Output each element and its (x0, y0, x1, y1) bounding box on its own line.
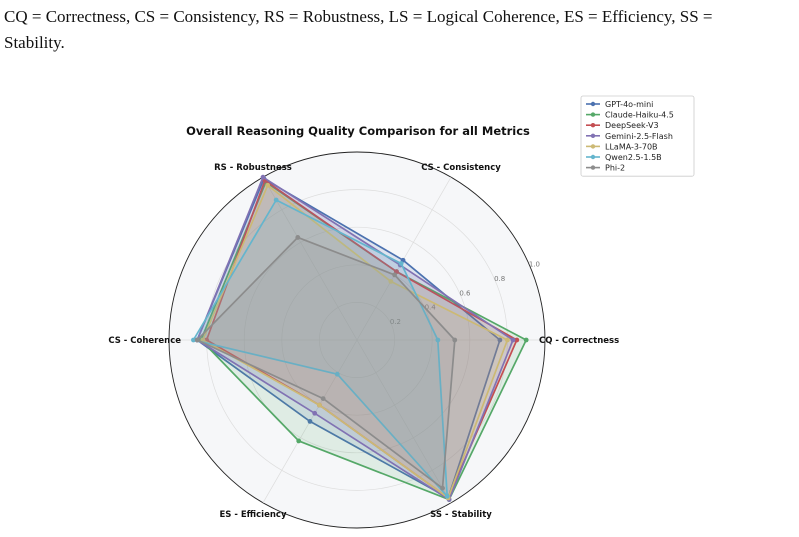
legend-label: Phi-2 (605, 164, 625, 173)
axis-label: CQ - Correctness (539, 336, 619, 346)
legend-label: Claude-Haiku-4.5 (605, 111, 674, 120)
series-point (510, 337, 516, 343)
legend-label: LLaMA-3-70B (605, 142, 658, 151)
radial-tick-label: 0.8 (494, 275, 505, 283)
legend-label: Gemini-2.5-Flash (605, 132, 673, 141)
series-point (514, 337, 520, 343)
series-layer (191, 174, 529, 502)
series-point (523, 337, 529, 343)
radial-tick-label: 0.6 (459, 289, 471, 297)
axis-label: CS - Consistency (421, 163, 501, 173)
legend-swatch-marker (590, 133, 596, 138)
series-point (440, 485, 445, 491)
series-point (320, 396, 326, 402)
series-point (334, 371, 340, 377)
series-point (388, 278, 394, 284)
series-point (312, 410, 318, 416)
series-point (295, 235, 301, 240)
radial-tick-label: 1.0 (529, 261, 540, 269)
caption-line-2: Stability. (4, 33, 65, 52)
legend-swatch-marker (590, 154, 596, 160)
series-point (265, 182, 271, 188)
grid-spoke (356, 339, 452, 503)
series-point (435, 337, 441, 343)
chart-title: Overall Reasoning Quality Comparison for… (186, 124, 530, 138)
series-point (194, 337, 200, 343)
series-area (197, 237, 455, 489)
series-point (452, 337, 458, 343)
series-phi-2 (194, 235, 458, 491)
series-point (392, 272, 397, 278)
caption-line-1: CQ = Correctness, CS = Consistency, RS =… (4, 7, 713, 26)
axis-label: ES - Efficiency (219, 510, 286, 520)
series-point (317, 402, 322, 408)
axis-label: SS - Stability (430, 510, 492, 520)
series-point (444, 493, 450, 499)
series-area (206, 180, 517, 498)
legend-label: Qwen2.5-1.5B (605, 153, 662, 162)
series-area (193, 200, 448, 497)
series-point (260, 174, 266, 180)
legend-swatch-marker (590, 101, 596, 107)
axis-labels: CQ - Correctness CS - Consistency RS - Rob… (108, 163, 619, 520)
legend-label: DeepSeek-V3 (605, 121, 659, 130)
series-point (191, 337, 196, 343)
radial-tick-label: 0.4 (425, 304, 437, 312)
series-point (497, 337, 503, 343)
series-point (398, 261, 404, 266)
legend-swatch-marker (590, 112, 596, 117)
figure-caption: CQ = Correctness, CS = Consistency, RS =… (4, 4, 794, 56)
legend-swatch-marker (590, 144, 596, 149)
series-point (296, 438, 302, 444)
series-point (273, 197, 279, 203)
legend-swatch-marker (590, 123, 596, 128)
series-area (201, 182, 527, 500)
series-area (197, 177, 513, 500)
series-qwen2-5-1-5b (191, 197, 450, 499)
legend-label: GPT-4o-mini (605, 100, 653, 109)
axis-label: CS - Coherence (108, 336, 181, 346)
legend-box (580, 95, 695, 177)
series-area (202, 185, 508, 498)
series-area (197, 178, 500, 498)
radial-tick-label: 0.2 (390, 318, 401, 326)
legend-swatch-marker (590, 165, 596, 170)
axis-label: RS - Robustness (214, 163, 292, 173)
series-point (307, 419, 313, 424)
series-point (505, 337, 510, 343)
grid-spoke (262, 177, 358, 341)
